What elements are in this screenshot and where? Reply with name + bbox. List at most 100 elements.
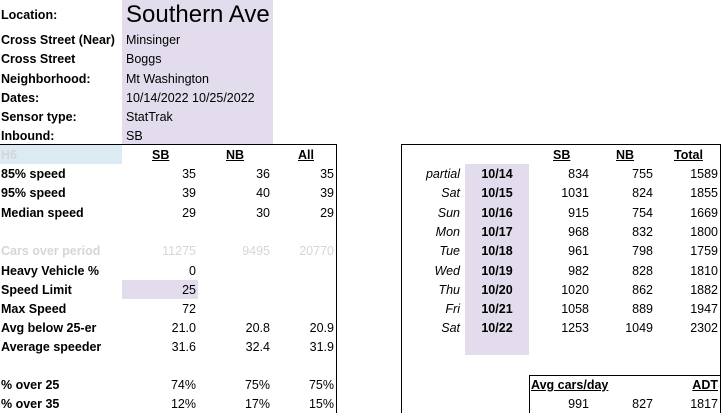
daily-row-sb: 961 xyxy=(568,244,589,258)
daily-row-sb: 982 xyxy=(568,264,589,278)
daily-row-date: 10/21 xyxy=(481,302,513,316)
stats-row-label: Max Speed xyxy=(1,302,67,316)
stats-row-nb: 30 xyxy=(256,206,270,220)
stats-row-label: % over 35 xyxy=(1,397,60,411)
daily-header-nb: NB xyxy=(616,148,635,162)
daily-row-date: 10/14 xyxy=(481,167,513,181)
dates-value: 10/14/2022 10/25/2022 xyxy=(126,91,255,105)
daily-row-day: Sat xyxy=(441,186,460,200)
daily-row-total: 1800 xyxy=(690,225,718,239)
date-column-highlight xyxy=(465,164,529,355)
stats-row-sb: 39 xyxy=(182,186,196,200)
summary-nb-value: 827 xyxy=(632,397,653,411)
stats-row-nb: 32.4 xyxy=(245,340,270,354)
summary-adt-value: 1817 xyxy=(690,397,718,411)
stats-header-nb: NB xyxy=(226,148,245,162)
stats-row-sb: 21.0 xyxy=(171,321,196,335)
stats-row-label: % over 25 xyxy=(1,378,60,392)
daily-row-sb: 1253 xyxy=(561,321,589,335)
daily-row-day: Wed xyxy=(434,264,460,278)
daily-row-sb: 1058 xyxy=(561,302,589,316)
sensor-value: StatTrak xyxy=(126,110,173,124)
daily-row-date: 10/22 xyxy=(481,321,513,335)
daily-row-total: 1589 xyxy=(690,167,718,181)
daily-row-nb: 1049 xyxy=(625,321,653,335)
cross-near-label: Cross Street (Near) xyxy=(1,33,115,47)
daily-row-total: 1947 xyxy=(690,302,718,316)
neighborhood-value: Mt Washington xyxy=(126,72,209,86)
stats-row-label: Heavy Vehicle % xyxy=(1,264,99,278)
summary-sb-value: 991 xyxy=(568,397,589,411)
stats-row-all: 31.9 xyxy=(309,340,334,354)
stats-row-all: 39 xyxy=(320,186,334,200)
daily-left-border xyxy=(401,144,402,413)
location-value: Southern Ave xyxy=(126,1,270,28)
stats-row-nb: 75% xyxy=(244,378,270,392)
stats-row-sb: 74% xyxy=(170,378,196,392)
stats-row-sb: 31.6 xyxy=(171,340,196,354)
summary-left-border xyxy=(529,375,530,413)
stats-row-nb: 17% xyxy=(244,397,270,411)
stats-row-sb: 72 xyxy=(182,302,196,316)
stats-row-nb: 36 xyxy=(256,167,270,181)
daily-row-date: 10/19 xyxy=(481,264,513,278)
summary-top-border xyxy=(529,375,721,376)
inbound-label: Inbound: xyxy=(1,129,55,143)
daily-row-nb: 824 xyxy=(632,186,653,200)
daily-row-total: 1810 xyxy=(690,264,718,278)
info-highlight xyxy=(122,0,273,144)
location-label: Location: xyxy=(1,8,58,22)
stats-row-label: 95% speed xyxy=(1,186,66,200)
stats-header-all: All xyxy=(298,148,314,162)
stats-row-label: Cars over period xyxy=(1,244,101,258)
stats-row-label: Avg below 25-er xyxy=(1,321,97,335)
daily-row-day: partial xyxy=(425,167,460,181)
summary-avg-label: Avg cars/day xyxy=(531,378,609,392)
stats-row-nb: 20.8 xyxy=(245,321,270,335)
daily-row-sb: 1020 xyxy=(561,283,589,297)
daily-row-date: 10/17 xyxy=(481,225,513,239)
daily-row-day: Sat xyxy=(441,321,460,335)
daily-row-nb: 798 xyxy=(632,244,653,258)
daily-row-day: Fri xyxy=(445,302,460,316)
sensor-label: Sensor type: xyxy=(1,110,77,124)
daily-row-nb: 889 xyxy=(632,302,653,316)
daily-row-total: 1759 xyxy=(690,244,718,258)
stats-header-sb: SB xyxy=(152,148,170,162)
h6-header-highlight xyxy=(0,144,122,164)
daily-header-total: Total xyxy=(674,148,703,162)
daily-row-sb: 834 xyxy=(568,167,589,181)
daily-row-nb: 862 xyxy=(632,283,653,297)
daily-row-total: 1669 xyxy=(690,206,718,220)
stats-top-border xyxy=(0,144,337,145)
daily-row-total: 1855 xyxy=(690,186,718,200)
daily-row-date: 10/15 xyxy=(481,186,513,200)
daily-row-nb: 828 xyxy=(632,264,653,278)
stats-row-label: Median speed xyxy=(1,206,84,220)
speed-limit-highlight xyxy=(122,280,198,299)
stats-header-label: H6 xyxy=(1,148,17,162)
daily-row-date: 10/20 xyxy=(481,283,513,297)
stats-row-label: Average speeder xyxy=(1,340,102,354)
stats-right-border xyxy=(336,144,337,413)
stats-row-all: 75% xyxy=(308,378,334,392)
cross-label: Cross Street xyxy=(1,52,76,66)
stats-row-all: 20770 xyxy=(299,244,334,258)
stats-row-all: 29 xyxy=(320,206,334,220)
cross-value: Boggs xyxy=(126,52,162,66)
neighborhood-label: Neighborhood: xyxy=(1,72,91,86)
stats-row-sb: 0 xyxy=(189,264,196,278)
cross-near-value: Minsinger xyxy=(126,33,181,47)
stats-row-sb: 29 xyxy=(182,206,196,220)
daily-row-sb: 915 xyxy=(568,206,589,220)
daily-right-border xyxy=(720,144,721,413)
stats-row-all: 20.9 xyxy=(309,321,334,335)
daily-row-sb: 1031 xyxy=(561,186,589,200)
daily-row-nb: 754 xyxy=(632,206,653,220)
stats-row-all: 15% xyxy=(308,397,334,411)
daily-row-sb: 968 xyxy=(568,225,589,239)
daily-row-day: Thu xyxy=(438,283,460,297)
daily-row-total: 2302 xyxy=(690,321,718,335)
stats-row-sb: 12% xyxy=(170,397,196,411)
stats-row-nb: 9495 xyxy=(242,244,270,258)
